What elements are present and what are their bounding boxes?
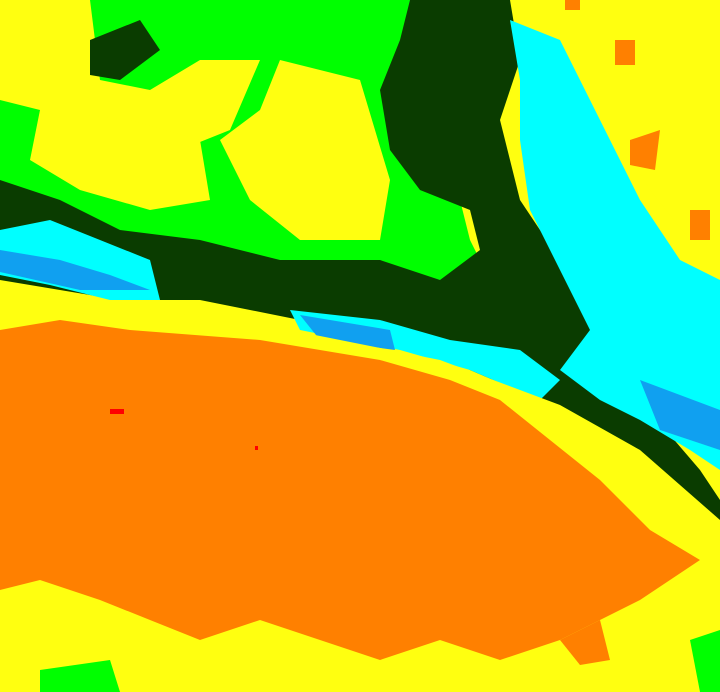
region-yellow-northeast xyxy=(560,0,720,250)
region-orange-northeast-3 xyxy=(630,130,660,170)
region-green-southeast xyxy=(690,630,720,692)
region-green-southwest xyxy=(40,660,120,692)
region-red-spot xyxy=(110,409,124,414)
region-orange-northeast-2 xyxy=(690,210,710,240)
region-red-spot-2 xyxy=(255,446,258,450)
region-orange-northeast-4 xyxy=(565,0,580,10)
region-orange-south-streak xyxy=(560,620,610,665)
region-yellow-patch xyxy=(220,60,390,240)
region-blue-east xyxy=(640,380,720,450)
region-orange-northeast-1 xyxy=(615,40,635,65)
region-orange-main xyxy=(0,320,700,660)
region-blue-patch xyxy=(300,315,395,350)
region-yellow-patch-2 xyxy=(30,110,210,210)
region-blue-patch-2 xyxy=(0,250,150,290)
region-dark-green-top-left xyxy=(90,20,160,80)
region-cyan-east xyxy=(510,20,720,470)
